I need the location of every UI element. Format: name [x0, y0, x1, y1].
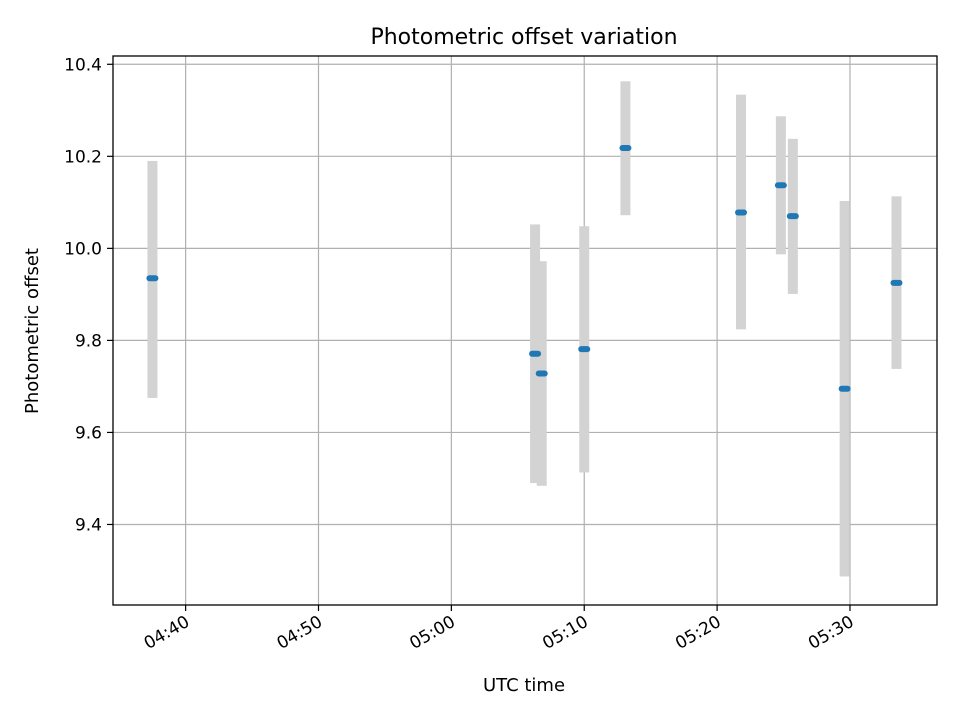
y-tick-label: 10.2: [64, 147, 102, 167]
x-axis-label: UTC time: [483, 675, 565, 696]
data-point: [786, 213, 799, 220]
y-axis-label: Photometric offset: [22, 248, 43, 414]
y-tick-label: 10.4: [64, 55, 102, 75]
y-tick-label: 9.8: [75, 331, 102, 351]
data-point: [535, 370, 548, 377]
y-axis-ticks: 9.4 9.6 9.8 10.0 10.2 10.4: [64, 55, 113, 535]
data-point: [619, 145, 632, 152]
data-point: [735, 209, 748, 216]
data-point: [146, 275, 159, 282]
data-point: [838, 385, 851, 392]
data-point: [774, 182, 787, 189]
chart-title: Photometric offset variation: [370, 25, 677, 50]
data-point: [578, 346, 591, 353]
plot-frame: [112, 55, 938, 606]
data-point: [890, 279, 903, 286]
data-point: [529, 350, 542, 357]
y-tick-label: 10.0: [64, 239, 102, 259]
y-tick-label: 9.4: [75, 515, 102, 535]
data-points: [146, 145, 903, 392]
y-tick-label: 9.6: [75, 423, 102, 443]
grid: [113, 56, 937, 605]
